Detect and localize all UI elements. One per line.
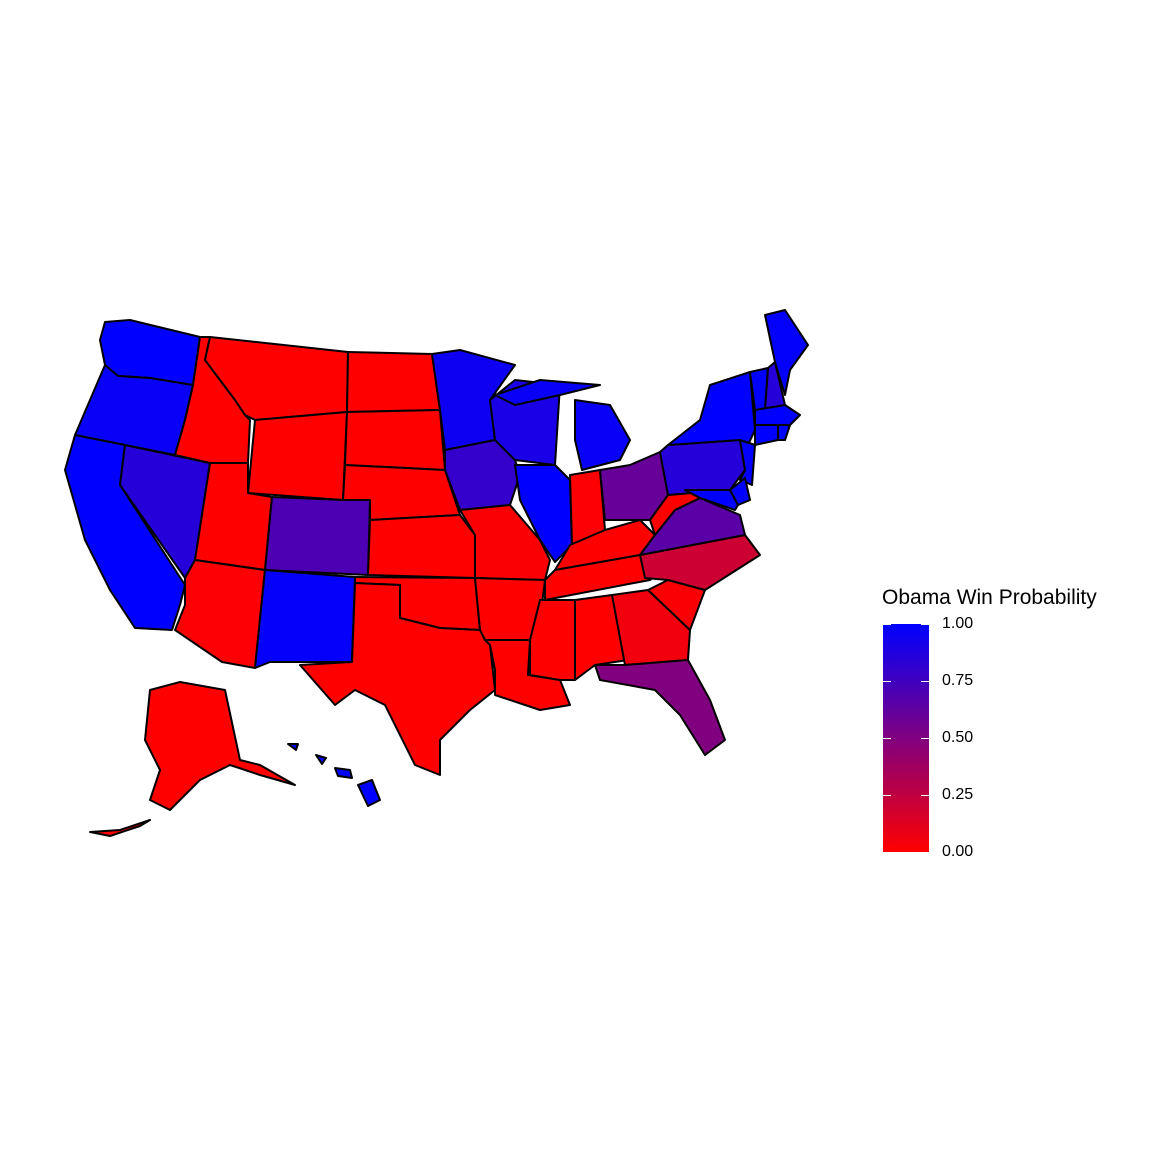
state-ma xyxy=(754,404,801,426)
legend-tick-label: 0.50 xyxy=(942,729,974,746)
state-shape xyxy=(254,569,356,669)
legend-tick-mark xyxy=(921,624,929,625)
legend-tick-mark xyxy=(921,738,929,739)
state-shape xyxy=(754,424,779,446)
legend-tick-mark xyxy=(883,681,891,682)
state-shape xyxy=(729,477,751,506)
state-shape xyxy=(144,681,296,811)
state-shape xyxy=(174,559,266,669)
state-shape xyxy=(459,504,551,581)
state-shape xyxy=(315,754,327,765)
state-shape xyxy=(754,404,801,426)
state-co xyxy=(264,496,371,576)
legend-tick-mark xyxy=(883,795,891,796)
state-shape xyxy=(494,379,601,406)
state-sd xyxy=(344,409,446,471)
state-shape xyxy=(346,351,441,413)
legend-tick-mark xyxy=(921,795,929,796)
state-ri xyxy=(777,424,791,441)
state-shape xyxy=(367,514,476,579)
state-shape xyxy=(89,819,151,837)
state-mi xyxy=(494,379,631,471)
state-shape xyxy=(357,779,381,807)
state-shape xyxy=(777,424,791,441)
state-shape xyxy=(344,409,446,471)
state-md xyxy=(684,489,739,511)
legend-tick-mark xyxy=(883,852,891,853)
state-shape xyxy=(611,589,691,666)
state-de xyxy=(729,477,751,506)
state-shape xyxy=(659,439,746,496)
state-shape xyxy=(574,594,629,681)
legend-tick-mark xyxy=(921,852,929,853)
state-nm xyxy=(254,569,356,669)
state-shape xyxy=(764,309,809,396)
state-shape xyxy=(684,489,739,511)
state-ms xyxy=(529,599,576,681)
state-tx xyxy=(299,582,496,776)
state-shape xyxy=(667,371,756,446)
legend-tick-label: 1.00 xyxy=(942,615,974,632)
legend-title: Obama Win Probability xyxy=(882,586,1097,609)
state-shape xyxy=(594,659,726,756)
state-wy xyxy=(247,411,348,501)
state-shape xyxy=(514,464,573,563)
state-shape xyxy=(334,767,353,779)
state-az xyxy=(174,559,266,669)
state-shape xyxy=(574,399,631,471)
state-hi xyxy=(287,743,381,807)
legend-tick-label: 0.75 xyxy=(942,672,974,689)
state-ny xyxy=(667,371,756,446)
state-shape xyxy=(529,599,576,681)
state-al xyxy=(574,594,629,681)
state-shape xyxy=(299,582,496,776)
state-shape xyxy=(247,411,348,501)
state-shape xyxy=(264,496,371,576)
state-pa xyxy=(659,439,746,496)
state-nd xyxy=(346,351,441,413)
state-shape xyxy=(287,743,299,751)
legend: Obama Win Probability 0.00 0.25 0.50 0.75 1.… xyxy=(882,586,1097,860)
legend-tick-mark xyxy=(883,624,891,625)
state-ks xyxy=(367,514,476,579)
state-ga xyxy=(611,589,691,666)
state-il xyxy=(514,464,573,563)
state-fl xyxy=(594,659,726,756)
state-ct xyxy=(754,424,779,446)
legend-tick-mark xyxy=(883,738,891,739)
legend-tick-label: 0.25 xyxy=(942,786,974,803)
state-me xyxy=(764,309,809,396)
legend-tick-mark xyxy=(921,681,929,682)
state-ak xyxy=(89,681,296,837)
state-mo xyxy=(459,504,551,581)
legend-tick-label: 0.00 xyxy=(942,843,974,860)
